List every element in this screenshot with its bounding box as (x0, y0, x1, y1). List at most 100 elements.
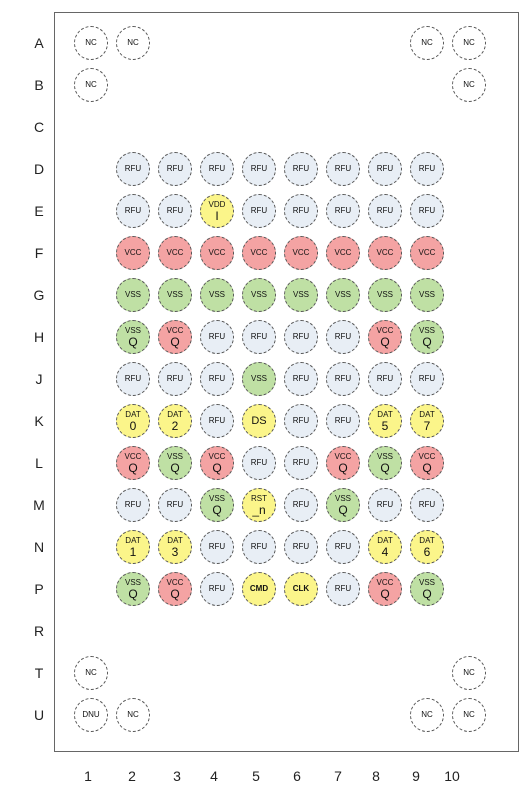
ball-label: NC (421, 38, 433, 47)
ball-label: RFU (376, 500, 394, 509)
ball-label: VSS (124, 290, 141, 299)
ball-label-bottom: 1 (129, 544, 137, 559)
ball-j3: RFU (158, 362, 192, 396)
row-label-m: M (33, 497, 45, 513)
ball-l5: RFU (242, 446, 276, 480)
ball-p8: VCC Q (368, 572, 402, 606)
ball-label-bottom: 4 (381, 544, 389, 559)
ball-g9: VSS (410, 278, 444, 312)
ball-label: RFU (208, 374, 226, 383)
ball-d7: RFU (326, 152, 360, 186)
ball-label-bottom: Q (422, 460, 432, 475)
ball-label: RFU (292, 332, 310, 341)
ball-label-bottom: Q (212, 460, 222, 475)
ball-label-top: VSS (418, 577, 435, 587)
ball-n9: DAT 6 (410, 530, 444, 564)
ball-f8: VCC (368, 236, 402, 270)
ball-label: VSS (250, 290, 267, 299)
ball-label-bottom: 5 (381, 418, 389, 433)
ball-k8: DAT 5 (368, 404, 402, 438)
ball-m6: RFU (284, 488, 318, 522)
ball-l9: VCC Q (410, 446, 444, 480)
ball-label-top: DAT (419, 535, 435, 545)
ball-m3: RFU (158, 488, 192, 522)
ball-label-top: VCC (166, 325, 184, 335)
ball-label: VCC (376, 248, 394, 257)
ball-label: RFU (418, 500, 436, 509)
ball-d6: RFU (284, 152, 318, 186)
ball-label: VCC (166, 248, 184, 257)
ball-label-bottom: 7 (423, 418, 431, 433)
row-label-h: H (33, 329, 45, 345)
ball-f4: VCC (200, 236, 234, 270)
ball-h2: VSS Q (116, 320, 150, 354)
ball-k3: DAT 2 (158, 404, 192, 438)
ball-label: NC (127, 710, 139, 719)
ball-label: VSS (208, 290, 225, 299)
ball-e8: RFU (368, 194, 402, 228)
ball-l4: VCC Q (200, 446, 234, 480)
ball-a-nc9: NC (410, 26, 444, 60)
ball-n3: DAT 3 (158, 530, 192, 564)
ball-k5: DS (242, 404, 276, 438)
col-label-10: 10 (444, 768, 460, 784)
ball-h9: VSS Q (410, 320, 444, 354)
ball-label-top: VCC (376, 577, 394, 587)
ball-k6: RFU (284, 404, 318, 438)
ball-label-top: VSS (376, 451, 393, 461)
ball-n2: DAT 1 (116, 530, 150, 564)
ball-d8: RFU (368, 152, 402, 186)
ball-label-top: VSS (124, 325, 141, 335)
col-label-2: 2 (128, 768, 136, 784)
ball-label: RFU (166, 374, 184, 383)
col-label-7: 7 (334, 768, 342, 784)
ball-h7: RFU (326, 320, 360, 354)
row-label-j: J (35, 371, 43, 387)
ball-label: DNU (82, 710, 100, 719)
ball-label: NC (85, 668, 97, 677)
ball-m8: RFU (368, 488, 402, 522)
ball-e9: RFU (410, 194, 444, 228)
ball-label-top: VSS (166, 451, 183, 461)
ball-label: RFU (418, 374, 436, 383)
col-label-1: 1 (84, 768, 92, 784)
row-label-p: P (34, 581, 44, 597)
ball-label-top: VSS (418, 325, 435, 335)
ball-label: VCC (208, 248, 226, 257)
ball-label-top: VCC (208, 451, 226, 461)
ball-label: RFU (250, 458, 268, 467)
ball-label: VCC (250, 248, 268, 257)
ball-label-top: VSS (334, 493, 351, 503)
ball-p3: VCC Q (158, 572, 192, 606)
ball-h3: VCC Q (158, 320, 192, 354)
ball-label: NC (463, 668, 475, 677)
col-label-5: 5 (252, 768, 260, 784)
ball-label-top: VCC (166, 577, 184, 587)
ball-label: RFU (334, 164, 352, 173)
col-label-3: 3 (173, 768, 181, 784)
ball-label: VCC (418, 248, 436, 257)
ball-label: RFU (250, 206, 268, 215)
ball-u-nc9: NC (410, 698, 444, 732)
ball-t-nc1: NC (74, 656, 108, 690)
row-label-e: E (34, 203, 44, 219)
ball-g3: VSS (158, 278, 192, 312)
ball-a-nc2: NC (116, 26, 150, 60)
ball-label: RFU (166, 164, 184, 173)
ball-k4: RFU (200, 404, 234, 438)
ball-d5: RFU (242, 152, 276, 186)
ball-label-bottom: Q (338, 460, 348, 475)
ball-label-bottom: Q (170, 460, 180, 475)
ball-label: RFU (208, 332, 226, 341)
ball-label: RFU (334, 542, 352, 551)
ball-label: RFU (292, 458, 310, 467)
ball-label: RFU (292, 374, 310, 383)
ball-j8: RFU (368, 362, 402, 396)
row-label-g: G (33, 287, 45, 303)
ball-m2: RFU (116, 488, 150, 522)
ball-l7: VCC Q (326, 446, 360, 480)
ball-e7: RFU (326, 194, 360, 228)
ball-label: RFU (292, 206, 310, 215)
ball-p2: VSS Q (116, 572, 150, 606)
ball-label: RFU (250, 164, 268, 173)
